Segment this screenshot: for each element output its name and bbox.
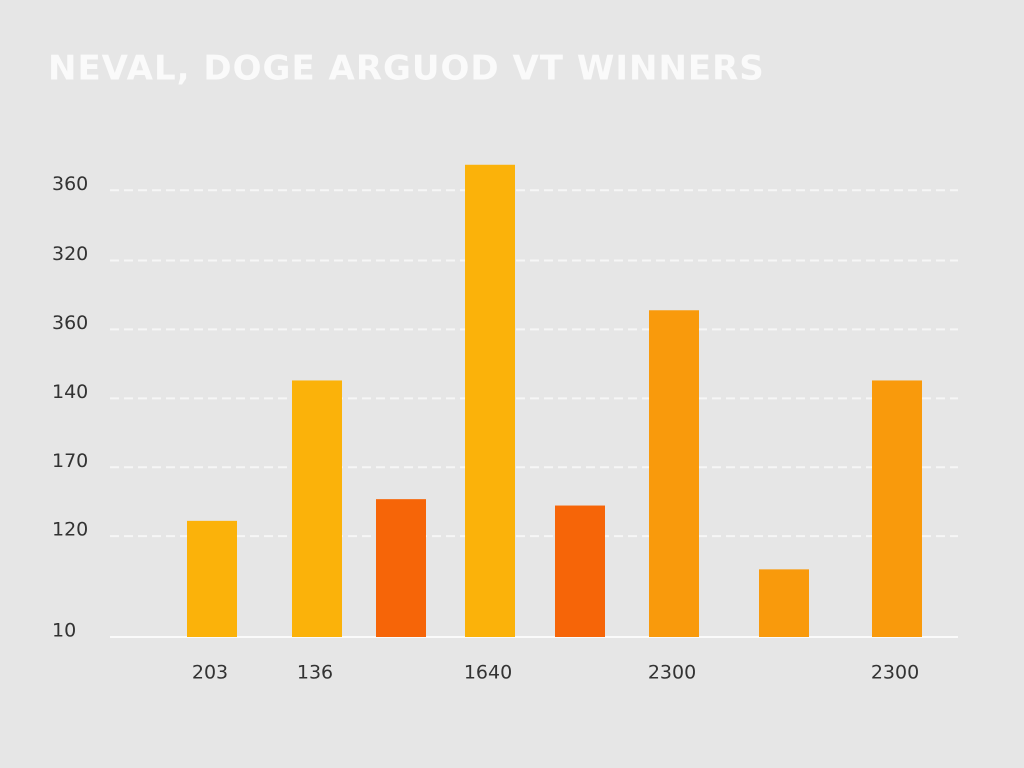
y-tick-label: 120 <box>52 519 88 541</box>
y-tick-label: 360 <box>52 173 88 195</box>
bar <box>376 499 426 637</box>
bar <box>465 164 515 637</box>
bar <box>649 310 699 637</box>
x-tick-label: 1640 <box>464 662 512 684</box>
x-tick-label: 203 <box>192 662 228 684</box>
x-tick-label: 2300 <box>648 662 696 684</box>
y-tick-label: 320 <box>52 243 88 265</box>
bar <box>872 380 922 637</box>
bar <box>292 380 342 637</box>
y-tick-label: 170 <box>52 450 88 472</box>
x-tick-label: 136 <box>297 662 333 684</box>
chart-title: NEVAL, DOGE ARGUOD VT WINNERS <box>48 49 765 89</box>
y-tick-label: 140 <box>52 381 88 403</box>
x-tick-label: 2300 <box>871 662 919 684</box>
bar <box>555 505 605 637</box>
y-tick-label: 10 <box>52 620 76 642</box>
bar <box>187 520 237 637</box>
bar <box>759 569 809 637</box>
y-tick-label: 360 <box>52 312 88 334</box>
